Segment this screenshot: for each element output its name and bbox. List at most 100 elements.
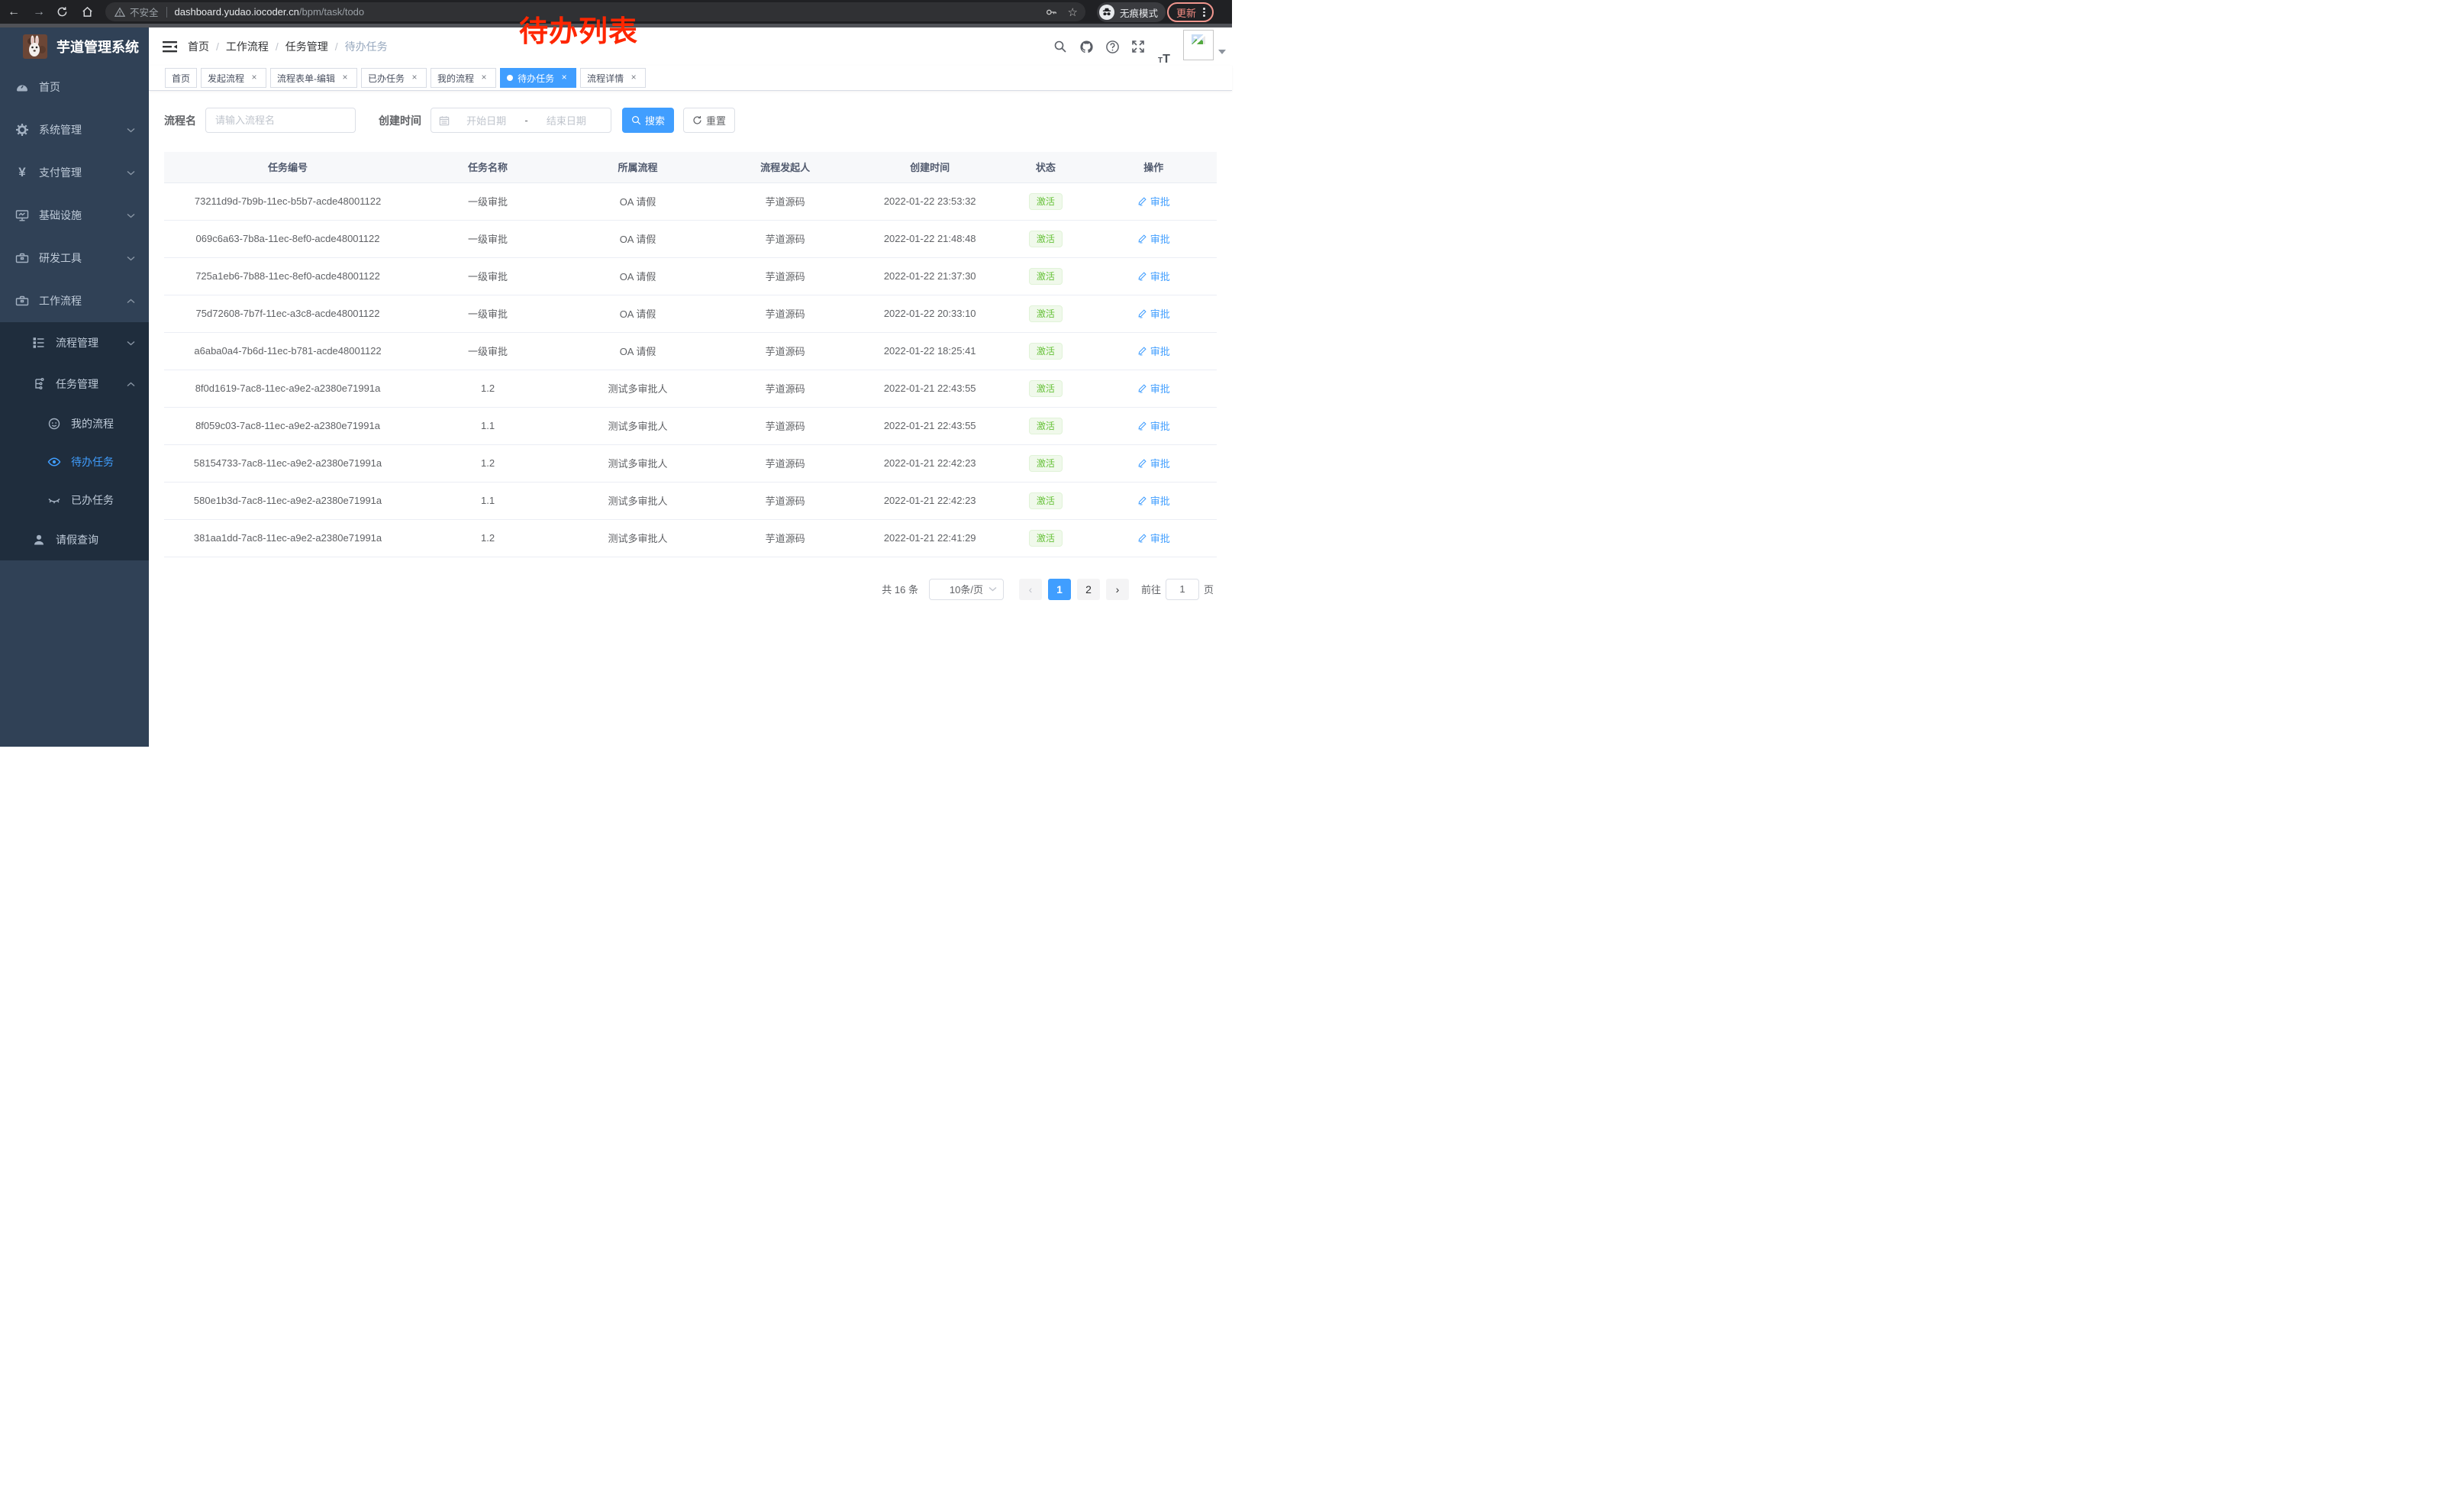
divider: [166, 6, 167, 18]
bookmark-star-icon[interactable]: ☆: [1067, 5, 1078, 19]
sidebar-item-done-task[interactable]: 已办任务: [0, 481, 149, 519]
tree-icon: [35, 378, 44, 389]
sidebar-item-home[interactable]: 首页: [0, 66, 149, 108]
browser-back-button[interactable]: ←: [8, 5, 20, 18]
approve-link[interactable]: 审批: [1137, 269, 1170, 283]
github-icon: [1079, 40, 1093, 53]
browser-menu-icon[interactable]: [1201, 6, 1208, 18]
approve-link[interactable]: 审批: [1137, 306, 1170, 321]
fullscreen-button[interactable]: [1125, 27, 1151, 66]
cell-create-time: 2022-01-21 22:41:29: [859, 519, 1001, 557]
incognito-badge: 无痕模式: [1097, 2, 1166, 22]
close-icon[interactable]: ×: [561, 72, 567, 82]
search-icon: [1054, 40, 1066, 53]
sidebar-item-task-mgmt[interactable]: 任务管理: [0, 363, 149, 405]
user-icon: [34, 534, 44, 545]
header-search-button[interactable]: [1047, 27, 1073, 66]
sidebar-item-label: 待办任务: [71, 456, 114, 468]
status-badge: 激活: [1028, 379, 1063, 397]
avatar-dropdown-caret[interactable]: [1218, 50, 1226, 54]
search-button[interactable]: 搜索: [622, 108, 675, 133]
status-badge: 激活: [1028, 267, 1063, 285]
cell-task-id: 381aa1dd-7ac8-11ec-a9e2-a2380e71991a: [164, 519, 412, 557]
sidebar-item-label: 支付管理: [39, 166, 82, 179]
app-logo[interactable]: 芋道管理系统: [0, 27, 149, 66]
edit-pencil-icon: [1138, 272, 1147, 281]
sidebar-item-system[interactable]: 系统管理: [0, 108, 149, 151]
approve-link[interactable]: 审批: [1137, 344, 1170, 358]
sidebar-item-todo-task[interactable]: 待办任务: [0, 443, 149, 481]
approve-link[interactable]: 审批: [1137, 381, 1170, 395]
sidebar-item-leave-query[interactable]: 请假查询: [0, 519, 149, 560]
cell-process: OA 请假: [564, 182, 712, 221]
sidebar-toggle-button[interactable]: [149, 40, 188, 53]
reset-button[interactable]: 重置: [683, 108, 736, 133]
approve-link[interactable]: 审批: [1137, 194, 1170, 208]
sidebar-item-workflow[interactable]: 工作流程: [0, 279, 149, 322]
address-bar[interactable]: 不安全 dashboard.yudao.iocoder.cn /bpm/task…: [105, 2, 1085, 21]
cell-task-id: 725a1eb6-7b88-11ec-8ef0-acde48001122: [164, 257, 412, 295]
page-button-1[interactable]: 1: [1047, 578, 1071, 600]
cell-task-name: 1.1: [411, 407, 565, 445]
close-icon[interactable]: ×: [251, 72, 257, 82]
status-badge: 激活: [1028, 454, 1063, 472]
sidebar-item-my-process[interactable]: 我的流程: [0, 405, 149, 443]
col-task-name: 任务名称: [411, 152, 565, 183]
sidebar-item-label: 系统管理: [39, 124, 82, 136]
breadcrumb-item[interactable]: 任务管理: [285, 40, 328, 53]
prev-page-button[interactable]: ‹: [1018, 578, 1042, 600]
browser-update-button[interactable]: 更新: [1167, 2, 1214, 22]
date-range-picker[interactable]: 开始日期 - 结束日期: [431, 108, 611, 133]
browser-home-button[interactable]: [82, 0, 93, 24]
approve-link[interactable]: 审批: [1137, 456, 1170, 470]
browser-forward-button[interactable]: →: [33, 5, 45, 18]
close-icon[interactable]: ×: [481, 72, 487, 82]
sidebar-item-process-mgmt[interactable]: 流程管理: [0, 322, 149, 363]
sidebar: 芋道管理系统 首页 系统管理 ¥ 支付管理 基础设施 研发工具 工作流程 流程管…: [0, 27, 149, 747]
breadcrumb-item[interactable]: 工作流程: [225, 40, 269, 53]
docs-help-button[interactable]: [1099, 27, 1125, 66]
breadcrumb-item[interactable]: 首页: [188, 40, 209, 53]
page-size-select[interactable]: 10条/页: [928, 578, 1004, 600]
tab-form-edit[interactable]: 流程表单-编辑 ×: [270, 68, 358, 88]
sidebar-item-devtools[interactable]: 研发工具: [0, 237, 149, 279]
close-icon[interactable]: ×: [631, 72, 637, 82]
approve-link[interactable]: 审批: [1137, 418, 1170, 433]
browser-reload-button[interactable]: [56, 0, 68, 24]
briefcase-icon: [15, 295, 29, 306]
sidebar-item-label: 工作流程: [39, 295, 82, 307]
pagination: 共 16 条 10条/页 ‹ 1 2 › 前往 页: [164, 578, 1217, 600]
tab-home[interactable]: 首页: [165, 68, 198, 88]
sidebar-item-label: 基础设施: [39, 209, 82, 221]
sidebar-item-infra[interactable]: 基础设施: [0, 194, 149, 237]
close-icon[interactable]: ×: [342, 72, 348, 82]
edit-pencil-icon: [1138, 309, 1147, 318]
approve-link[interactable]: 审批: [1137, 231, 1170, 246]
table-row: 069c6a63-7b8a-11ec-8ef0-acde48001122 一级审批…: [164, 220, 1217, 258]
start-date-placeholder: 开始日期: [466, 115, 507, 127]
tab-todo-task[interactable]: 待办任务 ×: [500, 68, 577, 88]
cell-create-time: 2022-01-22 21:48:48: [859, 220, 1001, 258]
sidebar-item-pay[interactable]: ¥ 支付管理: [0, 151, 149, 194]
tab-process-detail[interactable]: 流程详情 ×: [580, 68, 647, 88]
github-link[interactable]: [1073, 27, 1099, 66]
key-icon[interactable]: [1045, 6, 1057, 18]
goto-page-input[interactable]: [1165, 578, 1199, 600]
table-row: 8f059c03-7ac8-11ec-a9e2-a2380e71991a 1.1 测…: [164, 407, 1217, 445]
table-row: a6aba0a4-7b6d-11ec-b781-acde48001122 一级审批…: [164, 332, 1217, 370]
tab-done-task[interactable]: 已办任务 ×: [361, 68, 427, 88]
chrome-bottom-strip: [0, 24, 1232, 27]
next-page-button[interactable]: ›: [1105, 578, 1129, 600]
tab-my-process[interactable]: 我的流程 ×: [431, 68, 497, 88]
page-button-2[interactable]: 2: [1076, 578, 1100, 600]
avatar[interactable]: [1183, 30, 1214, 60]
approve-link[interactable]: 审批: [1137, 531, 1170, 545]
process-name-input[interactable]: [205, 108, 356, 133]
tab-start-process[interactable]: 发起流程 ×: [201, 68, 267, 88]
close-icon[interactable]: ×: [411, 72, 418, 82]
approve-link[interactable]: 审批: [1137, 493, 1170, 508]
cell-process: 测试多审批人: [564, 482, 712, 520]
